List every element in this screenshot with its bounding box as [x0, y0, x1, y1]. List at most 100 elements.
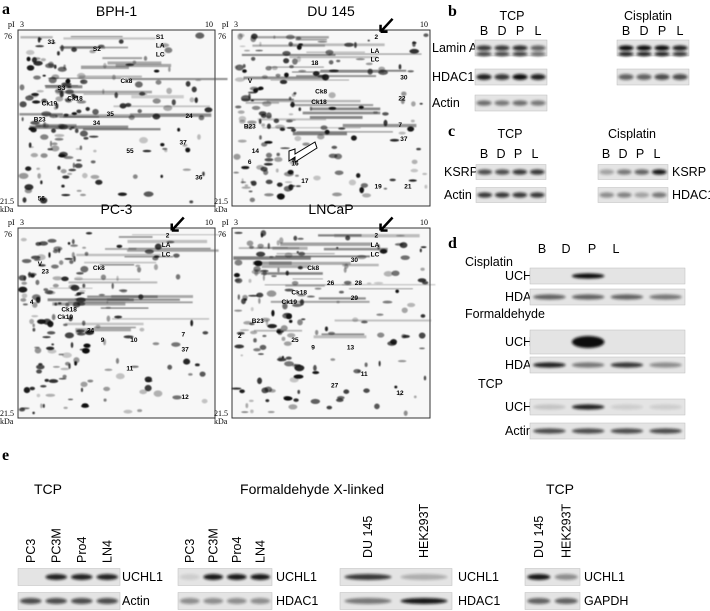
band	[494, 192, 510, 198]
gel-spot	[48, 252, 51, 258]
gel-spot	[185, 80, 191, 87]
gel-spot	[257, 243, 264, 249]
gel-spot	[58, 153, 66, 158]
gel-spot	[299, 299, 305, 306]
gel-spot	[264, 193, 274, 197]
band	[634, 192, 650, 198]
gel-spot	[401, 91, 407, 97]
gel-spot	[312, 371, 320, 375]
gel-spot	[297, 237, 304, 240]
spot-label: 33	[48, 39, 56, 46]
gel-spot	[112, 74, 116, 81]
gel-spot	[334, 170, 344, 176]
gel-spot	[89, 49, 96, 54]
gel-spot	[407, 126, 415, 132]
band	[476, 74, 492, 80]
gel-spot	[139, 136, 148, 144]
gel-title: PC-3	[101, 201, 133, 217]
lane-label: D	[497, 24, 506, 38]
gel-spot	[119, 103, 127, 109]
band	[344, 598, 392, 604]
blot-background	[524, 568, 581, 586]
gel-spot	[312, 71, 320, 77]
gel-spot	[255, 49, 263, 52]
spot-label: 23	[42, 269, 50, 276]
blot-background	[597, 164, 669, 180]
gel-spot	[33, 57, 41, 61]
gel-spot	[250, 35, 257, 43]
gel-spot	[251, 105, 261, 111]
gel-spot	[57, 165, 61, 170]
gel-streak	[291, 71, 384, 73]
band	[610, 404, 644, 410]
gel-spot	[313, 175, 321, 181]
gel-spot	[61, 184, 65, 188]
spot-label: B23	[252, 318, 264, 325]
spot-label: LA	[162, 242, 171, 249]
gel-spot	[288, 41, 293, 47]
gel-streak	[127, 249, 219, 252]
gel-spot	[276, 240, 280, 246]
spot-label: 21	[404, 183, 412, 190]
gel-spot	[118, 39, 124, 44]
gel-spot	[30, 120, 40, 125]
gel-spot	[283, 58, 290, 64]
spot-label: 19	[375, 183, 383, 190]
gel-spot	[125, 63, 135, 67]
gel-spot	[80, 265, 89, 273]
gel-spot	[285, 34, 295, 40]
gel-spot	[106, 315, 111, 322]
gel-spot	[288, 113, 294, 116]
gel-spot	[245, 403, 249, 409]
gel-streak	[243, 76, 326, 80]
gel-spot	[65, 89, 74, 95]
gel-spot	[204, 107, 213, 113]
gel-spot	[231, 387, 242, 390]
gel-spot	[284, 361, 294, 367]
band	[203, 598, 224, 604]
gel-spot	[79, 130, 88, 137]
lane-label: LN4	[253, 540, 267, 563]
gel-streak	[266, 99, 361, 103]
gel-spot	[32, 301, 38, 308]
gel-spot	[247, 91, 257, 94]
gel-spot	[168, 66, 171, 72]
gel-spot	[72, 162, 75, 169]
group-title: TCP	[546, 481, 574, 497]
band	[599, 192, 615, 198]
gel-spot	[63, 156, 74, 160]
blot	[529, 329, 686, 355]
spot-label: 7	[398, 122, 402, 129]
gel-spot	[82, 172, 88, 179]
gel-spot	[166, 240, 175, 244]
gel-spot	[57, 51, 60, 56]
band	[476, 100, 492, 106]
gel-spot	[331, 145, 338, 150]
gel-spot	[46, 331, 56, 335]
gel-spot	[93, 149, 97, 153]
blot-background	[475, 187, 547, 203]
gel-spot	[41, 98, 48, 104]
gel-streak	[280, 242, 372, 246]
pi-end: 10	[420, 20, 428, 29]
gel-spot	[80, 387, 84, 393]
gel-image	[17, 29, 228, 207]
gel-spot	[412, 41, 416, 47]
mw-unit: kDa	[214, 417, 228, 426]
gel-spot	[195, 32, 205, 39]
gel-spot	[74, 361, 78, 366]
gel-streak	[127, 77, 228, 81]
gel-spot	[61, 82, 72, 87]
gel-streak	[61, 90, 152, 94]
gel-spot	[234, 309, 243, 312]
gel-spot	[50, 145, 60, 152]
gel-spot	[166, 87, 172, 95]
gel-spot	[354, 42, 357, 49]
row-label: UCHL1	[584, 570, 625, 584]
treatment-label: Formaldehyde	[465, 307, 545, 321]
gel-spot	[142, 149, 152, 153]
gel-spot	[62, 374, 67, 379]
gel-spot	[35, 279, 40, 286]
gel-spot	[284, 252, 293, 258]
blot-background	[529, 422, 686, 440]
